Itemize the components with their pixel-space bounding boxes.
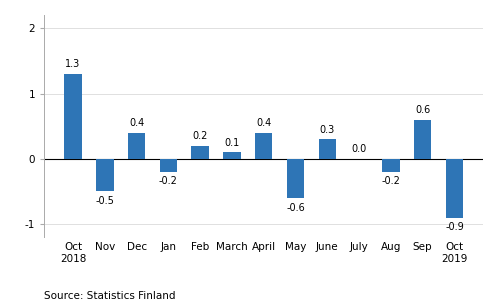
Bar	[287, 159, 304, 198]
Text: Source: Statistics Finland: Source: Statistics Finland	[44, 291, 176, 301]
Bar	[414, 120, 431, 159]
Text: 0.6: 0.6	[415, 105, 430, 115]
Text: 0.0: 0.0	[352, 144, 367, 154]
Text: 0.3: 0.3	[319, 125, 335, 135]
Text: 1.3: 1.3	[66, 59, 81, 69]
Bar	[255, 133, 273, 159]
Bar	[160, 159, 177, 172]
Bar	[446, 159, 463, 218]
Text: -0.6: -0.6	[286, 202, 305, 212]
Bar	[128, 133, 145, 159]
Text: -0.2: -0.2	[382, 176, 400, 186]
Text: 0.4: 0.4	[256, 118, 271, 128]
Text: -0.9: -0.9	[445, 222, 464, 232]
Bar	[382, 159, 400, 172]
Bar	[96, 159, 113, 192]
Bar	[223, 152, 241, 159]
Bar	[318, 139, 336, 159]
Text: 0.4: 0.4	[129, 118, 144, 128]
Text: -0.5: -0.5	[96, 196, 114, 206]
Text: -0.2: -0.2	[159, 176, 178, 186]
Bar	[64, 74, 82, 159]
Text: 0.2: 0.2	[192, 131, 208, 141]
Text: 0.1: 0.1	[224, 138, 240, 148]
Bar	[191, 146, 209, 159]
